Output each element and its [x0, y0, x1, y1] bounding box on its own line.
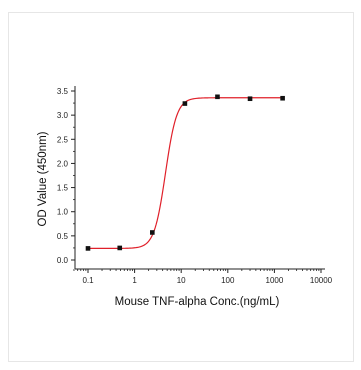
- y-tick-label: 2.5: [57, 135, 69, 144]
- x-tick-label: 0.1: [82, 276, 94, 285]
- x-tick-label: 1000: [266, 276, 284, 285]
- x-tick-label: 10000: [310, 276, 333, 285]
- x-tick-label: 1: [132, 276, 137, 285]
- y-tick-label: 1.5: [57, 184, 69, 193]
- data-point: [85, 246, 91, 251]
- points-layer: [85, 94, 285, 251]
- data-point: [182, 101, 188, 106]
- y-tick-label: 3.5: [57, 87, 69, 96]
- y-tick-label: 2.0: [57, 159, 69, 168]
- y-tick-label: 0.0: [57, 256, 69, 265]
- data-point: [215, 94, 220, 100]
- data-point: [117, 245, 123, 251]
- y-tick-label: 1.0: [57, 208, 69, 217]
- chart-frame: [8, 12, 354, 362]
- y-axis-title: OD Value (450nm): [37, 131, 49, 226]
- data-point: [150, 230, 155, 235]
- axes: 0.1 1 10 100 1000 10000 0.0 0.5 1.0 1.5 2.0 2.5 3.0 3…: [57, 86, 333, 285]
- y-tick-label: 3.0: [57, 111, 69, 120]
- x-tick-label: 100: [221, 276, 235, 285]
- fit-curve: [88, 97, 283, 250]
- fit-layer: [88, 97, 283, 250]
- y-tick-label: 0.5: [57, 232, 69, 241]
- x-tick-label: 10: [177, 276, 186, 285]
- x-axis-title: Mouse TNF-alpha Conc.(ng/mL): [115, 296, 280, 308]
- data-point: [247, 96, 253, 102]
- data-point: [280, 95, 285, 101]
